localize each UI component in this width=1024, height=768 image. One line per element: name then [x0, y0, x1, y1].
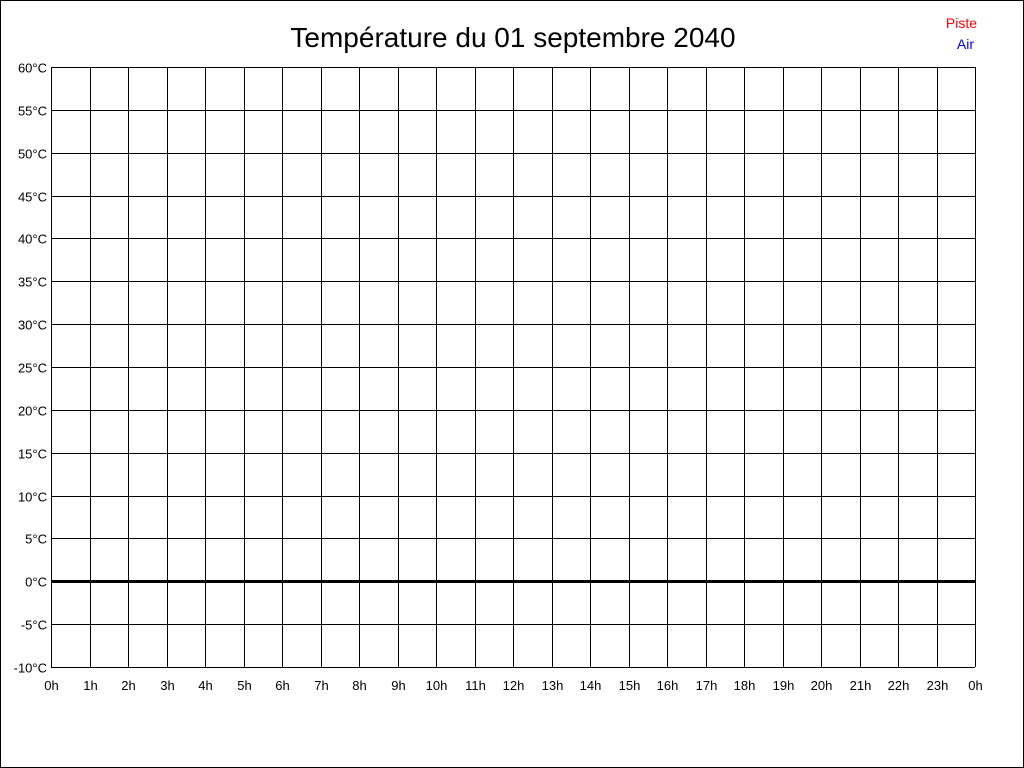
x-tick-label: 0h [968, 678, 982, 693]
x-tick-label: 19h [773, 678, 795, 693]
y-tick-label: 15°C [18, 447, 47, 462]
x-tick-label: 17h [696, 678, 718, 693]
y-tick-label: 40°C [18, 232, 47, 247]
y-tick-label: -5°C [21, 618, 47, 633]
x-tick-label: 14h [580, 678, 602, 693]
y-tick-label: 20°C [18, 404, 47, 419]
x-tick-label: 23h [927, 678, 949, 693]
x-tick-label: 1h [83, 678, 97, 693]
x-tick-label: 10h [426, 678, 448, 693]
x-tick-label: 13h [542, 678, 564, 693]
y-tick-label: 60°C [18, 61, 47, 76]
y-tick-label: 50°C [18, 147, 47, 162]
y-tick-label: 0°C [25, 575, 47, 590]
x-tick-label: 2h [121, 678, 135, 693]
x-tick-label: 5h [237, 678, 251, 693]
y-tick-label: 55°C [18, 104, 47, 119]
x-tick-label: 9h [391, 678, 405, 693]
x-tick-label: 16h [657, 678, 679, 693]
y-tick-label: -10°C [14, 661, 47, 676]
x-tick-label: 7h [314, 678, 328, 693]
y-tick-label: 25°C [18, 361, 47, 376]
y-tick-label: 10°C [18, 490, 47, 505]
x-tick-label: 3h [160, 678, 174, 693]
x-tick-label: 12h [503, 678, 525, 693]
x-tick-label: 15h [619, 678, 641, 693]
x-tick-label: 20h [811, 678, 833, 693]
legend-piste: Piste [946, 15, 977, 31]
legend-air: Air [957, 36, 974, 52]
x-tick-label: 8h [352, 678, 366, 693]
x-tick-label: 22h [888, 678, 910, 693]
x-tick-label: 18h [734, 678, 756, 693]
x-tick-label: 0h [44, 678, 58, 693]
x-tick-label: 6h [275, 678, 289, 693]
x-tick-label: 11h [465, 678, 486, 693]
y-tick-label: 45°C [18, 190, 47, 205]
chart-title: Température du 01 septembre 2040 [290, 22, 735, 53]
y-tick-label: 5°C [25, 532, 47, 547]
x-tick-label: 21h [850, 678, 872, 693]
x-tick-label: 4h [198, 678, 212, 693]
y-tick-label: 30°C [18, 318, 47, 333]
y-tick-label: 35°C [18, 275, 47, 290]
